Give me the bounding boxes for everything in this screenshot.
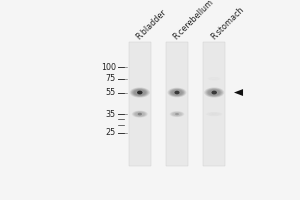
Ellipse shape [172, 112, 182, 116]
Ellipse shape [209, 77, 220, 80]
Bar [166, 42, 188, 166]
Ellipse shape [204, 87, 224, 98]
Ellipse shape [207, 112, 221, 116]
Ellipse shape [211, 78, 217, 80]
Ellipse shape [170, 89, 184, 96]
Ellipse shape [132, 111, 148, 118]
Ellipse shape [131, 88, 148, 97]
Ellipse shape [173, 113, 181, 116]
Ellipse shape [168, 88, 186, 97]
Text: 55: 55 [106, 88, 116, 97]
Ellipse shape [136, 91, 144, 94]
Text: R.bladder: R.bladder [135, 7, 168, 41]
Ellipse shape [209, 77, 219, 80]
Ellipse shape [132, 89, 147, 96]
Ellipse shape [173, 91, 181, 94]
Ellipse shape [212, 78, 217, 79]
Text: R.stomach: R.stomach [209, 5, 245, 41]
Ellipse shape [171, 90, 183, 96]
Ellipse shape [172, 90, 182, 95]
Ellipse shape [212, 91, 217, 94]
Ellipse shape [170, 111, 184, 117]
Polygon shape [234, 89, 243, 96]
Ellipse shape [208, 77, 220, 80]
Text: 75: 75 [106, 74, 116, 83]
Text: 35: 35 [106, 110, 116, 119]
Ellipse shape [135, 112, 145, 116]
Ellipse shape [212, 114, 216, 115]
Ellipse shape [134, 111, 146, 117]
Text: 25: 25 [106, 128, 116, 137]
Ellipse shape [134, 89, 146, 96]
Bar [129, 42, 151, 166]
Ellipse shape [174, 113, 180, 115]
Bar [203, 42, 225, 166]
Ellipse shape [210, 78, 218, 80]
Ellipse shape [133, 111, 147, 117]
Ellipse shape [207, 89, 222, 96]
Ellipse shape [172, 112, 182, 116]
Text: 100: 100 [101, 63, 116, 72]
Ellipse shape [137, 91, 142, 94]
Ellipse shape [139, 114, 141, 115]
Ellipse shape [130, 87, 150, 98]
Ellipse shape [210, 113, 218, 115]
Text: R.cerebellum: R.cerebellum [172, 0, 216, 41]
Ellipse shape [206, 88, 223, 97]
Ellipse shape [212, 78, 216, 79]
Ellipse shape [169, 88, 185, 97]
Ellipse shape [137, 113, 143, 115]
Ellipse shape [213, 78, 216, 79]
Ellipse shape [135, 90, 145, 95]
Ellipse shape [137, 91, 142, 94]
Ellipse shape [213, 78, 215, 79]
Ellipse shape [171, 112, 183, 117]
Ellipse shape [209, 90, 219, 95]
Ellipse shape [212, 113, 217, 115]
Ellipse shape [208, 89, 220, 96]
Ellipse shape [139, 92, 141, 93]
Ellipse shape [138, 113, 142, 115]
Ellipse shape [209, 113, 219, 115]
Ellipse shape [213, 92, 215, 93]
Ellipse shape [212, 91, 217, 94]
Ellipse shape [175, 113, 179, 115]
Ellipse shape [211, 113, 217, 115]
Ellipse shape [206, 112, 223, 116]
Ellipse shape [175, 113, 179, 115]
Ellipse shape [176, 92, 178, 93]
Ellipse shape [138, 113, 142, 115]
Ellipse shape [210, 91, 218, 94]
Ellipse shape [136, 112, 144, 116]
Ellipse shape [175, 91, 179, 94]
Ellipse shape [208, 113, 220, 116]
Ellipse shape [174, 91, 180, 94]
